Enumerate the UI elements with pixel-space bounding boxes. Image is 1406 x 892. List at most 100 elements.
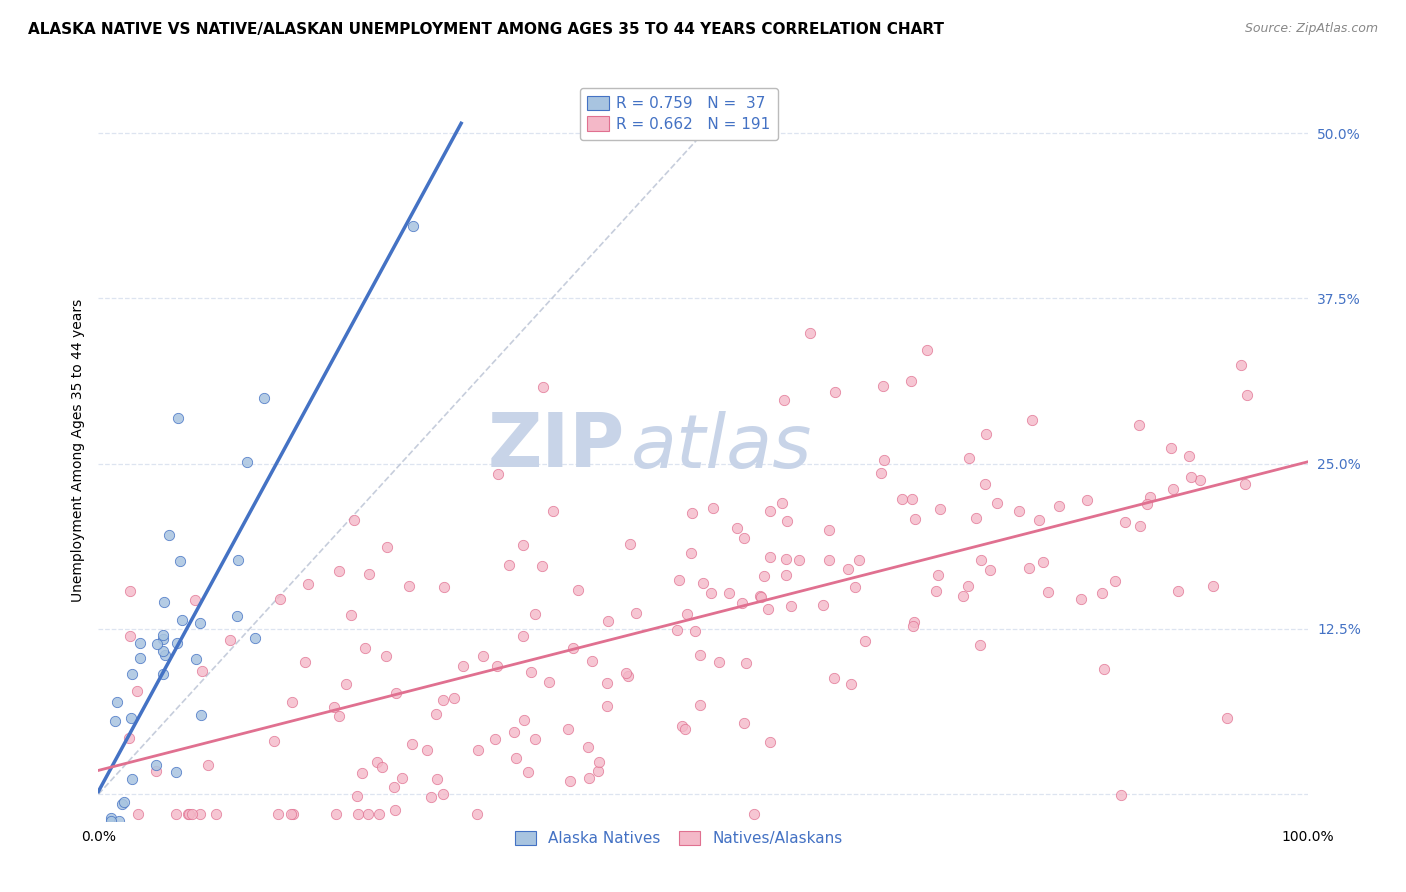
Point: [266, 807, 288, 822]
Point: [676, 607, 699, 622]
Point: [370, 760, 392, 774]
Point: [1028, 513, 1050, 527]
Point: [848, 553, 870, 567]
Point: [1091, 586, 1114, 600]
Point: [112, 795, 135, 809]
Point: [853, 634, 876, 648]
Point: [184, 652, 207, 666]
Point: [692, 575, 714, 590]
Point: [733, 716, 755, 731]
Point: [1167, 583, 1189, 598]
Point: [375, 540, 398, 554]
Point: [775, 567, 797, 582]
Point: [425, 707, 447, 722]
Point: [773, 393, 796, 408]
Point: [157, 527, 180, 541]
Point: [472, 648, 495, 663]
Point: [188, 615, 211, 630]
Point: [1114, 515, 1136, 529]
Point: [517, 764, 540, 779]
Point: [451, 658, 474, 673]
Point: [128, 636, 150, 650]
Point: [486, 467, 509, 482]
Point: [965, 510, 987, 524]
Point: [1136, 497, 1159, 511]
Point: [901, 491, 924, 506]
Point: [335, 676, 357, 690]
Point: [799, 326, 821, 340]
Point: [347, 807, 370, 822]
Point: [1177, 450, 1199, 464]
Point: [979, 563, 1001, 577]
Point: [191, 665, 214, 679]
Point: [416, 743, 439, 757]
Point: [671, 719, 693, 733]
Point: [152, 632, 174, 646]
Point: [165, 764, 187, 779]
Point: [359, 567, 381, 582]
Point: [731, 596, 754, 610]
Point: [970, 552, 993, 566]
Point: [957, 450, 980, 465]
Point: [188, 807, 211, 822]
Point: [426, 772, 449, 787]
Point: [328, 565, 350, 579]
Point: [758, 601, 780, 615]
Point: [596, 698, 619, 713]
Point: [839, 677, 862, 691]
Legend: Alaska Natives, Natives/Alaskans: Alaska Natives, Natives/Alaskans: [508, 823, 851, 854]
Point: [668, 573, 690, 587]
Point: [120, 711, 142, 725]
Point: [104, 714, 127, 728]
Point: [624, 606, 647, 620]
Point: [928, 501, 950, 516]
Point: [733, 531, 755, 545]
Point: [811, 598, 834, 612]
Point: [735, 657, 758, 671]
Point: [167, 410, 190, 425]
Point: [354, 640, 377, 655]
Point: [1038, 584, 1060, 599]
Point: [956, 578, 979, 592]
Point: [903, 615, 925, 629]
Point: [903, 512, 925, 526]
Point: [890, 491, 912, 506]
Point: [145, 764, 167, 779]
Point: [588, 764, 610, 778]
Point: [443, 691, 465, 706]
Point: [1129, 519, 1152, 533]
Point: [900, 375, 922, 389]
Point: [243, 632, 266, 646]
Point: [689, 698, 711, 712]
Point: [280, 807, 302, 822]
Point: [707, 655, 730, 669]
Point: [1021, 413, 1043, 427]
Point: [823, 671, 845, 685]
Point: [1189, 473, 1212, 487]
Point: [152, 595, 174, 609]
Point: [432, 787, 454, 801]
Point: [1032, 555, 1054, 569]
Point: [1230, 358, 1253, 372]
Point: [685, 624, 707, 639]
Point: [700, 586, 723, 600]
Point: [184, 593, 207, 607]
Point: [1018, 561, 1040, 575]
Point: [145, 637, 167, 651]
Point: [252, 391, 274, 405]
Point: [391, 771, 413, 785]
Point: [702, 501, 724, 516]
Point: [596, 614, 619, 628]
Point: [903, 618, 925, 632]
Point: [294, 656, 316, 670]
Point: [789, 553, 811, 567]
Point: [749, 591, 772, 605]
Point: [297, 577, 319, 591]
Point: [281, 807, 304, 822]
Point: [152, 628, 174, 642]
Point: [419, 789, 441, 804]
Point: [927, 567, 949, 582]
Point: [352, 766, 374, 780]
Point: [1092, 662, 1115, 676]
Point: [523, 731, 546, 746]
